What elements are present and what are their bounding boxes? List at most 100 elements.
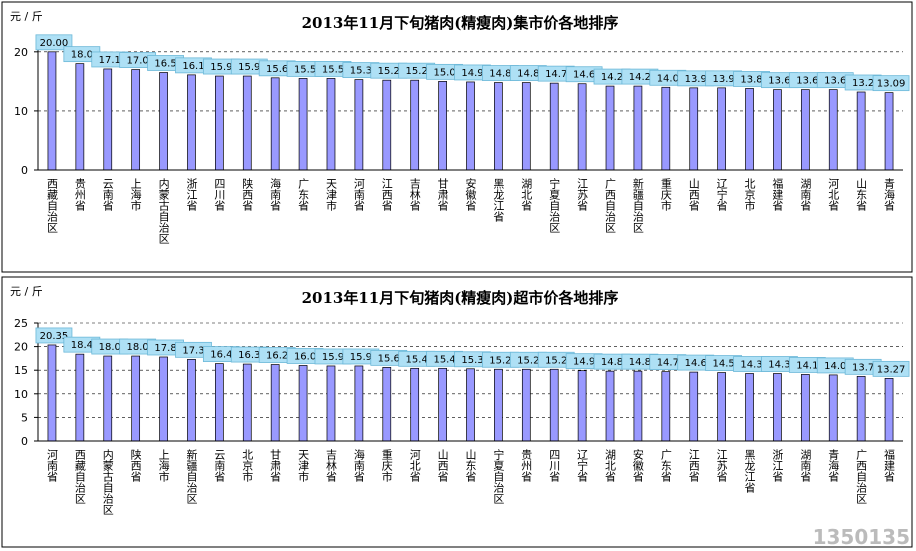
value-label: 14.7 [657, 358, 679, 369]
bar [438, 367, 447, 442]
bar [270, 364, 280, 442]
y-tick-label: 25 [14, 317, 28, 330]
value-label: 16.4 [210, 350, 232, 361]
x-tick-label: 青海省 [827, 449, 840, 483]
watermark: 1350135 [813, 525, 910, 549]
bar [103, 355, 113, 442]
value-label: 13.8 [740, 74, 762, 85]
value-label: 17.0 [127, 56, 149, 67]
value-label: 13.2 [852, 78, 874, 89]
value-label: 17.1 [99, 55, 121, 66]
x-tick-label: 安徽省 [631, 448, 644, 483]
value-label: 15.3 [350, 66, 372, 77]
x-tick-label: 湖南省 [799, 178, 812, 212]
value-label-box [35, 327, 73, 344]
x-tick-label: 河南省 [352, 178, 365, 212]
x-tick-label: 江苏省 [576, 178, 589, 212]
value-label: 14.2 [629, 72, 651, 83]
y-axis-label: 元 / 斤 [10, 10, 43, 23]
value-label: 13.6 [768, 76, 790, 87]
x-tick-label: 西藏自治区 [73, 449, 86, 504]
bar [215, 363, 224, 442]
bar [215, 75, 224, 171]
bar [298, 78, 308, 171]
bar [745, 373, 754, 442]
bar [773, 373, 782, 442]
x-tick-label: 北京市 [241, 449, 254, 483]
value-label: 15.9 [322, 352, 344, 363]
bar [773, 89, 782, 171]
bar [577, 370, 587, 442]
y-tick-label: 20 [14, 341, 28, 354]
bar [605, 85, 615, 171]
bar [689, 371, 699, 442]
chart-title: 2013年11月下旬猪肉(精瘦肉)集市价各地排序 [302, 14, 619, 32]
bar [187, 358, 196, 442]
value-label: 14.6 [685, 358, 707, 369]
x-tick-label: 河北省 [827, 178, 840, 212]
value-label: 14.6 [573, 70, 595, 81]
x-tick-label: 海南省 [269, 177, 282, 212]
bar [326, 365, 336, 442]
x-tick-label: 海南省 [352, 448, 365, 483]
value-label: 15.6 [266, 64, 288, 75]
x-tick-label: 内蒙古自治区 [157, 177, 170, 244]
value-label: 14.8 [601, 357, 623, 368]
bar [577, 83, 587, 171]
value-label: 14.2 [601, 72, 623, 83]
bar [661, 86, 671, 171]
x-tick-label: 新疆自治区 [631, 177, 644, 233]
x-tick-label: 辽宁省 [576, 449, 589, 483]
value-label: 15.0 [433, 67, 455, 78]
x-tick-label: 黑龙江省 [743, 449, 756, 494]
value-label: 16.0 [294, 351, 316, 362]
chart-frame [1, 276, 913, 548]
x-tick-label: 湖北省 [520, 178, 533, 212]
bar [326, 78, 336, 171]
bar [131, 69, 141, 171]
bar [494, 82, 503, 171]
x-tick-label: 福建省 [771, 177, 784, 212]
x-tick-label: 西藏自治区 [45, 178, 58, 233]
x-tick-label: 浙江省 [771, 449, 784, 483]
value-label: 18.0 [127, 342, 149, 353]
bar [549, 82, 559, 171]
x-tick-label: 重庆市 [380, 448, 393, 483]
x-tick-label: 山西省 [436, 449, 449, 483]
y-tick-label: 10 [14, 388, 28, 401]
bar [410, 79, 420, 171]
bar [354, 365, 364, 442]
bar [159, 72, 168, 171]
x-tick-label: 江西省 [380, 178, 393, 212]
bar [47, 344, 57, 442]
value-label: 14.7 [545, 69, 567, 80]
bar [410, 367, 420, 442]
bar [661, 371, 671, 442]
x-tick-label: 上海市 [129, 178, 142, 212]
value-label-box [872, 75, 910, 92]
x-tick-label: 河南省 [45, 449, 58, 483]
bar [800, 89, 810, 171]
x-tick-label: 湖南省 [799, 449, 812, 483]
value-label: 15.5 [294, 64, 316, 75]
bar [828, 374, 838, 442]
chart-title: 2013年11月下旬猪肉(精瘦肉)超市价各地排序 [302, 289, 619, 307]
bar [75, 63, 85, 171]
value-label: 18.0 [99, 342, 121, 353]
x-tick-label: 四川省 [548, 449, 561, 483]
x-tick-label: 云南省 [213, 449, 226, 483]
value-label-box [35, 34, 73, 51]
bar [242, 363, 252, 442]
value-label: 16.3 [238, 350, 260, 361]
y-tick-label: 15 [14, 364, 28, 377]
value-label: 14.8 [489, 69, 511, 80]
x-tick-label: 山东省 [855, 178, 868, 212]
bar [717, 372, 726, 442]
bar [633, 85, 643, 171]
x-tick-label: 安徽省 [464, 177, 477, 212]
bar [605, 370, 615, 442]
value-label: 15.2 [489, 355, 511, 366]
x-tick-label: 内蒙古自治区 [101, 448, 114, 515]
bar [242, 75, 252, 171]
x-tick-label: 宁夏自治区 [492, 448, 505, 504]
